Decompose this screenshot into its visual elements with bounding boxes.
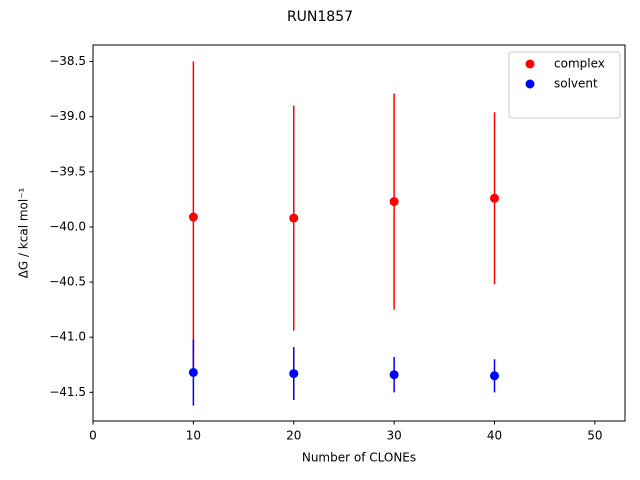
x-axis-label: Number of CLONEs bbox=[302, 451, 416, 465]
chart-title: RUN1857 bbox=[287, 9, 353, 25]
y-tick-label: −39.5 bbox=[49, 164, 86, 178]
y-axis-label: ΔG / kcal mol⁻¹ bbox=[17, 187, 31, 278]
data-point bbox=[490, 193, 500, 203]
y-tick-label: −41.0 bbox=[49, 330, 86, 344]
data-point bbox=[289, 213, 299, 223]
y-tick-label: −39.0 bbox=[49, 109, 86, 123]
y-tick-label: −40.5 bbox=[49, 275, 86, 289]
x-tick-label: 20 bbox=[286, 429, 301, 443]
data-point bbox=[289, 369, 299, 379]
x-tick-label: 50 bbox=[587, 429, 602, 443]
legend-marker bbox=[525, 59, 535, 69]
legend-box bbox=[508, 51, 621, 119]
legend-label: complex bbox=[554, 57, 605, 71]
y-tick-label: −40.0 bbox=[49, 219, 86, 233]
legend-marker bbox=[525, 79, 535, 89]
plot-frame bbox=[92, 44, 626, 422]
y-tick-label: −38.5 bbox=[49, 54, 86, 68]
x-tick-label: 10 bbox=[186, 429, 201, 443]
x-tick-label: 0 bbox=[89, 429, 97, 443]
data-point bbox=[188, 212, 198, 222]
data-point bbox=[188, 367, 198, 377]
data-point bbox=[389, 197, 399, 207]
y-tick-label: −41.5 bbox=[49, 385, 86, 399]
x-tick-label: 40 bbox=[487, 429, 502, 443]
data-point bbox=[490, 371, 500, 381]
data-point bbox=[389, 370, 399, 380]
x-tick-label: 30 bbox=[386, 429, 401, 443]
legend-label: solvent bbox=[554, 77, 598, 91]
